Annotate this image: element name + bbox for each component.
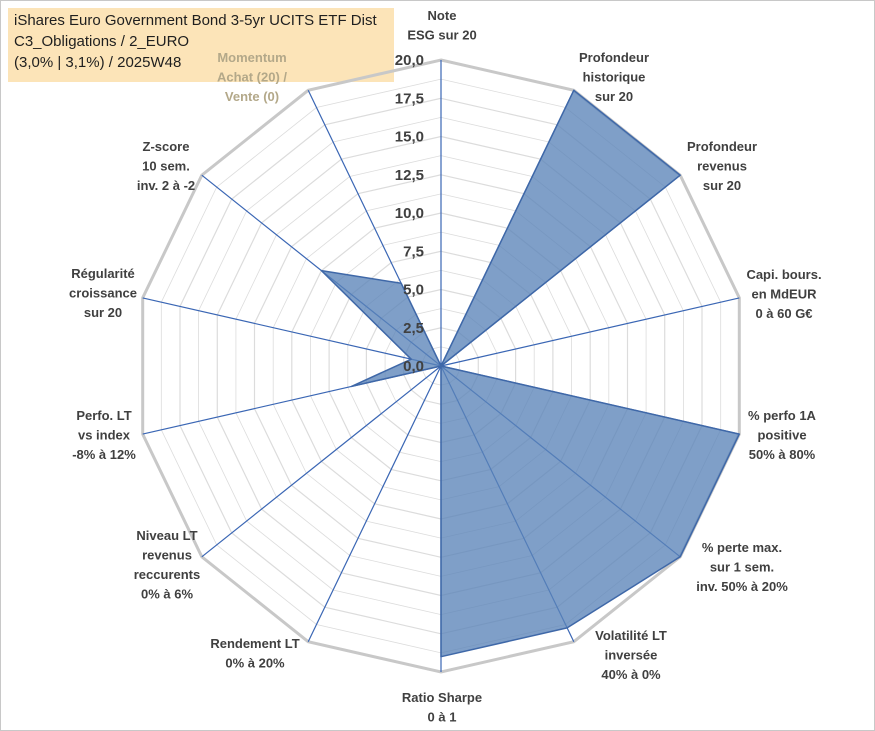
tick-label: 7,5 [403,243,424,260]
axis-label: Note ESG sur 20 [407,8,476,43]
axis-label: Régularité croissance sur 20 [69,266,137,320]
axis-label: Rendement LT 0% à 20% [210,636,299,671]
axis-label-line: Profondeur [687,139,757,154]
axis-label-line: ESG sur 20 [407,28,476,43]
axis-label-line: 0 à 60 G€ [755,306,812,321]
axis-label-line: Ratio Sharpe [402,690,482,705]
axis-label-line: -8% à 12% [72,447,136,462]
axis-label-line: 10 sem. [142,159,190,174]
axis-label: Niveau LT revenus reccurents 0% à 6% [134,528,200,602]
axis-label-line: 0% à 6% [141,587,193,602]
tick-label: 0,0 [403,358,424,375]
axis-label-line: revenus [142,548,192,563]
axis-label-line: croissance [69,286,137,301]
radar-spoke [307,365,442,642]
axis-label-line: historique [583,70,646,85]
axis-label-line: reccurents [134,567,200,582]
axis-label-line: inv. 50% à 20% [696,579,788,594]
series-area [320,89,741,658]
radar-axis-labels: Note ESG sur 20 Profondeur historique sur 20… [69,8,822,725]
axis-label: Momentum Achat (20) / Vente (0) [217,50,287,104]
radar-tick-labels: 0,0 2,5 5,0 7,5 10,0 12,5 15,0 17,5 20,0 [395,52,424,375]
axis-label-line: % perte max. [702,540,782,555]
axis-label-line: Note [428,8,457,23]
axis-label-line: Capi. bours. [746,267,821,282]
axis-label-line: inv. 2 à -2 [137,178,195,193]
axis-label-line: revenus [697,159,747,174]
axis-label-line: sur 20 [703,178,741,193]
axis-label: Perfo. LT vs index -8% à 12% [72,408,136,462]
axis-label: Volatilité LT inversée 40% à 0% [595,628,667,682]
tick-label: 12,5 [395,167,424,184]
axis-label: Profondeur historique sur 20 [579,50,649,104]
tick-label: 20,0 [395,52,424,69]
axis-label-line: Rendement LT [210,636,299,651]
title-line-3: (3,0% | 3,1%) / 2025W48 [14,54,182,71]
axis-label-line: Perfo. LT [76,408,131,423]
radar-spoke [201,365,442,558]
axis-label-line: vs index [78,428,131,443]
tick-label: 15,0 [395,129,424,146]
axis-label: Capi. bours. en MdEUR 0 à 60 G€ [746,267,821,321]
axis-label-line: Z-score [143,139,190,154]
radar-spoke [142,297,442,367]
axis-label: % perfo 1A positive 50% à 80% [748,408,817,462]
axis-label-line: positive [757,428,806,443]
radar-spoke [440,297,740,367]
tick-label: 2,5 [403,320,424,337]
axis-label: % perte max. sur 1 sem. inv. 50% à 20% [696,540,788,594]
axis-label-line: 0 à 1 [428,710,457,725]
axis-label-line: Volatilité LT [595,628,667,643]
title-line-2: C3_Obligations / 2_EURO [14,33,190,50]
axis-label-line: Vente (0) [225,89,279,104]
axis-label-line: sur 20 [84,305,122,320]
tick-label: 10,0 [395,205,424,222]
axis-label-line: 40% à 0% [601,667,661,682]
tick-label: 5,0 [403,282,424,299]
axis-label: Z-score 10 sem. inv. 2 à -2 [137,139,195,193]
axis-label-line: Profondeur [579,50,649,65]
axis-label-line: 0% à 20% [225,656,285,671]
axis-label-line: sur 1 sem. [710,560,774,575]
axis-label-line: sur 20 [595,89,633,104]
title-line-1: iShares Euro Government Bond 3-5yr UCITS… [14,12,377,29]
axis-label-line: Achat (20) / [217,70,287,85]
axis-label-line: Niveau LT [136,528,197,543]
axis-label-line: en MdEUR [752,287,818,302]
axis-label-line: % perfo 1A [748,408,817,423]
chart-title-box: iShares Euro Government Bond 3-5yr UCITS… [8,8,394,82]
tick-label: 17,5 [395,90,424,107]
axis-label: Profondeur revenus sur 20 [687,139,757,193]
axis-label: Ratio Sharpe 0 à 1 [402,690,482,725]
axis-label-line: 50% à 80% [749,447,816,462]
radar-series [320,89,741,658]
axis-label-line: inversée [605,648,658,663]
axis-label-line: Régularité [71,266,135,281]
axis-label-line: Momentum [217,50,286,65]
